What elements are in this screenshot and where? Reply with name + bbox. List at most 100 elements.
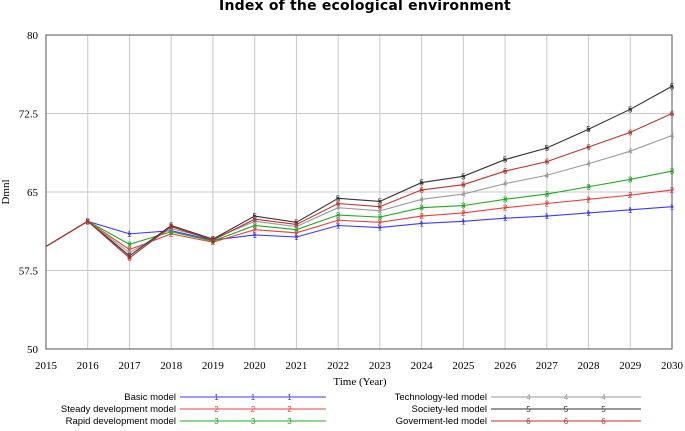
y-axis-label: Dmnl — [0, 179, 12, 204]
data-point-marker: 5 — [419, 179, 424, 188]
data-point-marker: 3 — [127, 240, 132, 249]
data-point — [295, 223, 298, 226]
y-tick-label: 72.5 — [19, 109, 39, 121]
legend-marker: 5 — [601, 405, 606, 414]
data-point-marker: 6 — [211, 236, 216, 245]
data-point — [253, 214, 257, 218]
data-point — [545, 192, 549, 196]
data-point — [503, 169, 507, 173]
data-point — [295, 220, 298, 224]
data-point-marker: 6 — [86, 217, 91, 226]
data-point — [253, 224, 257, 227]
data-point — [253, 233, 257, 237]
data-point — [461, 192, 465, 196]
data-point-marker: 6 — [169, 223, 174, 232]
data-point-marker: 3 — [670, 167, 675, 176]
data-point — [420, 206, 423, 210]
data-point — [628, 208, 632, 212]
data-point-marker: 4 — [586, 160, 591, 169]
data-point — [169, 227, 173, 231]
legend-marker: 6 — [564, 417, 569, 426]
data-point — [128, 242, 131, 246]
data-point — [378, 215, 382, 219]
data-point — [378, 220, 382, 224]
plot-frame — [45, 34, 673, 350]
legend-marker: 3 — [251, 417, 256, 426]
legend-label: Technology-led model — [395, 392, 487, 403]
legend-marker: 5 — [526, 405, 531, 414]
data-point — [336, 202, 340, 205]
y-tick-label: 50 — [27, 344, 39, 356]
data-point — [503, 197, 507, 201]
data-point — [169, 230, 173, 234]
data-point — [670, 134, 674, 137]
data-point-marker: 2 — [628, 191, 633, 200]
data-point — [420, 197, 423, 201]
data-point — [670, 84, 674, 88]
data-point — [545, 146, 549, 150]
data-point-marker: 4 — [419, 195, 424, 204]
data-point — [336, 206, 340, 210]
data-point-marker: 2 — [586, 195, 591, 204]
data-point — [503, 158, 507, 161]
data-point-marker: 6 — [252, 215, 257, 224]
x-tick-label: 2027 — [536, 360, 559, 372]
data-point-marker: 1 — [378, 224, 383, 233]
data-point — [295, 225, 298, 228]
data-point — [378, 226, 382, 229]
data-point — [295, 231, 298, 235]
data-point — [336, 224, 340, 227]
data-point — [628, 178, 632, 181]
data-point — [253, 217, 257, 221]
data-point-marker: 4 — [545, 171, 550, 180]
legend-marker: 2 — [214, 405, 219, 414]
axis-layer: 2015 2016 2017 2018 2019 2020 2021 2022 2023 2024… — [19, 30, 684, 372]
data-point — [86, 219, 90, 223]
data-point-marker: 4 — [169, 225, 174, 234]
legend-marker: 3 — [287, 417, 292, 426]
data-point-marker: 3 — [419, 204, 424, 213]
data-point-marker: 6 — [628, 128, 633, 137]
data-point-marker: 1 — [628, 206, 633, 215]
data-point-marker: 2 — [336, 216, 341, 225]
x-tick-label: 2015 — [35, 360, 58, 372]
data-point-marker: 2 — [461, 209, 466, 218]
data-point — [378, 209, 382, 213]
series-layer: 1111111111111112222222222222223333333333… — [45, 82, 675, 263]
data-point — [545, 160, 549, 164]
data-point-marker: 4 — [670, 131, 675, 140]
data-point-marker: 3 — [586, 183, 591, 192]
data-point — [336, 213, 340, 217]
x-tick-label: 2023 — [369, 360, 392, 372]
data-point — [336, 196, 340, 200]
data-point-marker: 6 — [419, 186, 424, 195]
data-point-marker: 4 — [294, 223, 299, 232]
data-point-marker: 6 — [294, 220, 299, 229]
x-tick-label: 2019 — [202, 360, 225, 372]
series-line-1 — [45, 206, 673, 247]
data-point — [253, 228, 257, 232]
data-point — [128, 248, 131, 251]
legend-label: Steady development model — [61, 404, 176, 415]
data-point — [628, 107, 632, 111]
data-point-marker: 1 — [252, 231, 257, 240]
data-point — [461, 219, 465, 223]
data-point-marker: 6 — [461, 181, 466, 190]
data-point-marker: 6 — [503, 167, 508, 176]
data-point — [378, 205, 382, 209]
y-tick-label: 65 — [27, 187, 39, 199]
data-point-marker: 4 — [252, 217, 257, 226]
x-tick-label: 2020 — [244, 360, 267, 372]
legend-marker: 3 — [214, 417, 219, 426]
data-point-marker: 5 — [461, 172, 466, 181]
data-point-marker: 6 — [586, 143, 591, 152]
data-point — [128, 254, 131, 258]
legend-label: Society-led model — [411, 404, 487, 415]
legend-marker: 6 — [526, 417, 531, 426]
legend-layer: Basic model 1 1 1 Steady development model 2 2… — [61, 392, 641, 427]
legend-marker: 1 — [251, 393, 256, 402]
legend-marker: 4 — [601, 393, 606, 402]
x-axis-label: Time (Year) — [333, 376, 387, 388]
data-point-marker: 2 — [169, 230, 174, 239]
y-tick-label: 80 — [27, 30, 39, 42]
